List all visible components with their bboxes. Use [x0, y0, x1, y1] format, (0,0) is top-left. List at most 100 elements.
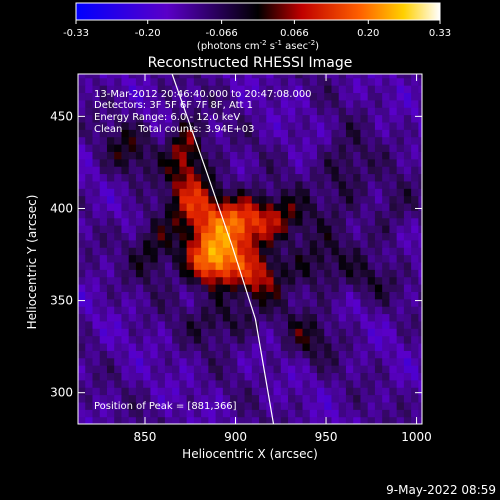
heat-cell [309, 173, 318, 182]
heat-cell [418, 74, 422, 79]
heat-cell [418, 291, 422, 300]
heat-cell [288, 365, 296, 374]
heat-cell [266, 210, 275, 219]
heat-cell [78, 217, 86, 226]
heat-cell [179, 247, 188, 256]
heat-cell [302, 401, 311, 410]
heat-cell [215, 387, 224, 396]
heat-cell [280, 195, 289, 204]
heat-cell [208, 74, 217, 79]
heat-cell [324, 107, 333, 116]
heat-cell [396, 365, 405, 374]
heat-cell [295, 225, 304, 234]
heat-cell [128, 77, 137, 86]
heat-cell [353, 401, 362, 410]
heat-cell [78, 144, 86, 152]
heat-cell [288, 350, 296, 359]
heat-cell [324, 77, 333, 86]
heat-cell [106, 99, 115, 108]
heat-cell [114, 247, 123, 256]
heat-cell [143, 357, 152, 366]
heat-cell [230, 77, 238, 86]
heat-cell [382, 129, 391, 138]
heat-cell [179, 394, 188, 403]
heat-cell [280, 394, 289, 403]
heat-cell [367, 121, 376, 130]
heat-cell [418, 217, 422, 226]
heat-cell [396, 239, 405, 248]
heat-cell [186, 394, 195, 403]
heat-cell [345, 372, 354, 381]
heat-cell [128, 416, 137, 424]
heat-cell [331, 416, 340, 424]
heat-cell [280, 114, 289, 123]
heat-cell [418, 99, 422, 108]
heat-cell [309, 232, 318, 241]
heat-cell [179, 387, 188, 396]
heat-cell [99, 276, 108, 285]
heat-cell [251, 247, 260, 256]
heat-cell [316, 173, 325, 182]
heat-cell [121, 357, 130, 366]
heat-cell [157, 92, 166, 101]
heat-cell [389, 394, 398, 403]
heat-cell [201, 269, 209, 278]
colorbar-tick-label: 0.20 [357, 28, 379, 39]
heat-cell [316, 99, 325, 108]
heat-cell [411, 335, 419, 344]
heat-cell [331, 144, 340, 152]
heat-cell [374, 409, 383, 418]
heat-cell [331, 401, 340, 410]
heat-cell [273, 387, 282, 396]
heat-cell [382, 291, 391, 300]
heat-cell [222, 188, 231, 197]
heat-cell [201, 188, 209, 197]
heat-cell [338, 202, 347, 211]
heat-cell [208, 77, 217, 86]
heat-cell [193, 225, 202, 234]
heat-cell [331, 306, 340, 315]
heat-cell [259, 107, 267, 116]
heat-cell [143, 173, 152, 182]
heat-cell [164, 261, 173, 270]
heat-cell [316, 107, 325, 116]
heat-cell [157, 306, 166, 315]
heat-cell [222, 350, 231, 359]
heat-cell [288, 232, 296, 241]
heat-cell [353, 77, 362, 86]
heat-cell [345, 107, 354, 116]
heat-cell [345, 217, 354, 226]
heat-cell [266, 166, 275, 175]
heat-cell [237, 320, 246, 329]
heat-cell [251, 409, 260, 418]
heat-cell [150, 401, 159, 410]
heat-cell [222, 298, 231, 307]
heat-cell [150, 261, 159, 270]
heat-cell [106, 107, 115, 116]
heat-cell [222, 114, 231, 123]
heat-cell [237, 365, 246, 374]
heat-cell [164, 210, 173, 219]
heat-cell [244, 195, 253, 204]
heat-cell [280, 158, 289, 167]
heat-cell [114, 217, 123, 226]
heat-cell [244, 394, 253, 403]
heat-cell [215, 342, 224, 351]
heat-cell [331, 298, 340, 307]
heat-cell [382, 276, 391, 285]
heat-cell [338, 74, 347, 79]
heat-cell [382, 387, 391, 396]
heat-cell [374, 202, 383, 211]
heat-cell [273, 350, 282, 359]
heat-cell [230, 74, 238, 79]
heat-cell [244, 121, 253, 130]
heat-cell [172, 313, 180, 322]
heat-cell [150, 335, 159, 344]
heat-cell [396, 335, 405, 344]
heat-cell [128, 188, 137, 197]
heat-cell [106, 372, 115, 381]
heat-cell [208, 151, 217, 160]
heat-cell [302, 114, 311, 123]
x-tick-label: 950 [315, 430, 338, 444]
heat-cell [128, 401, 137, 410]
